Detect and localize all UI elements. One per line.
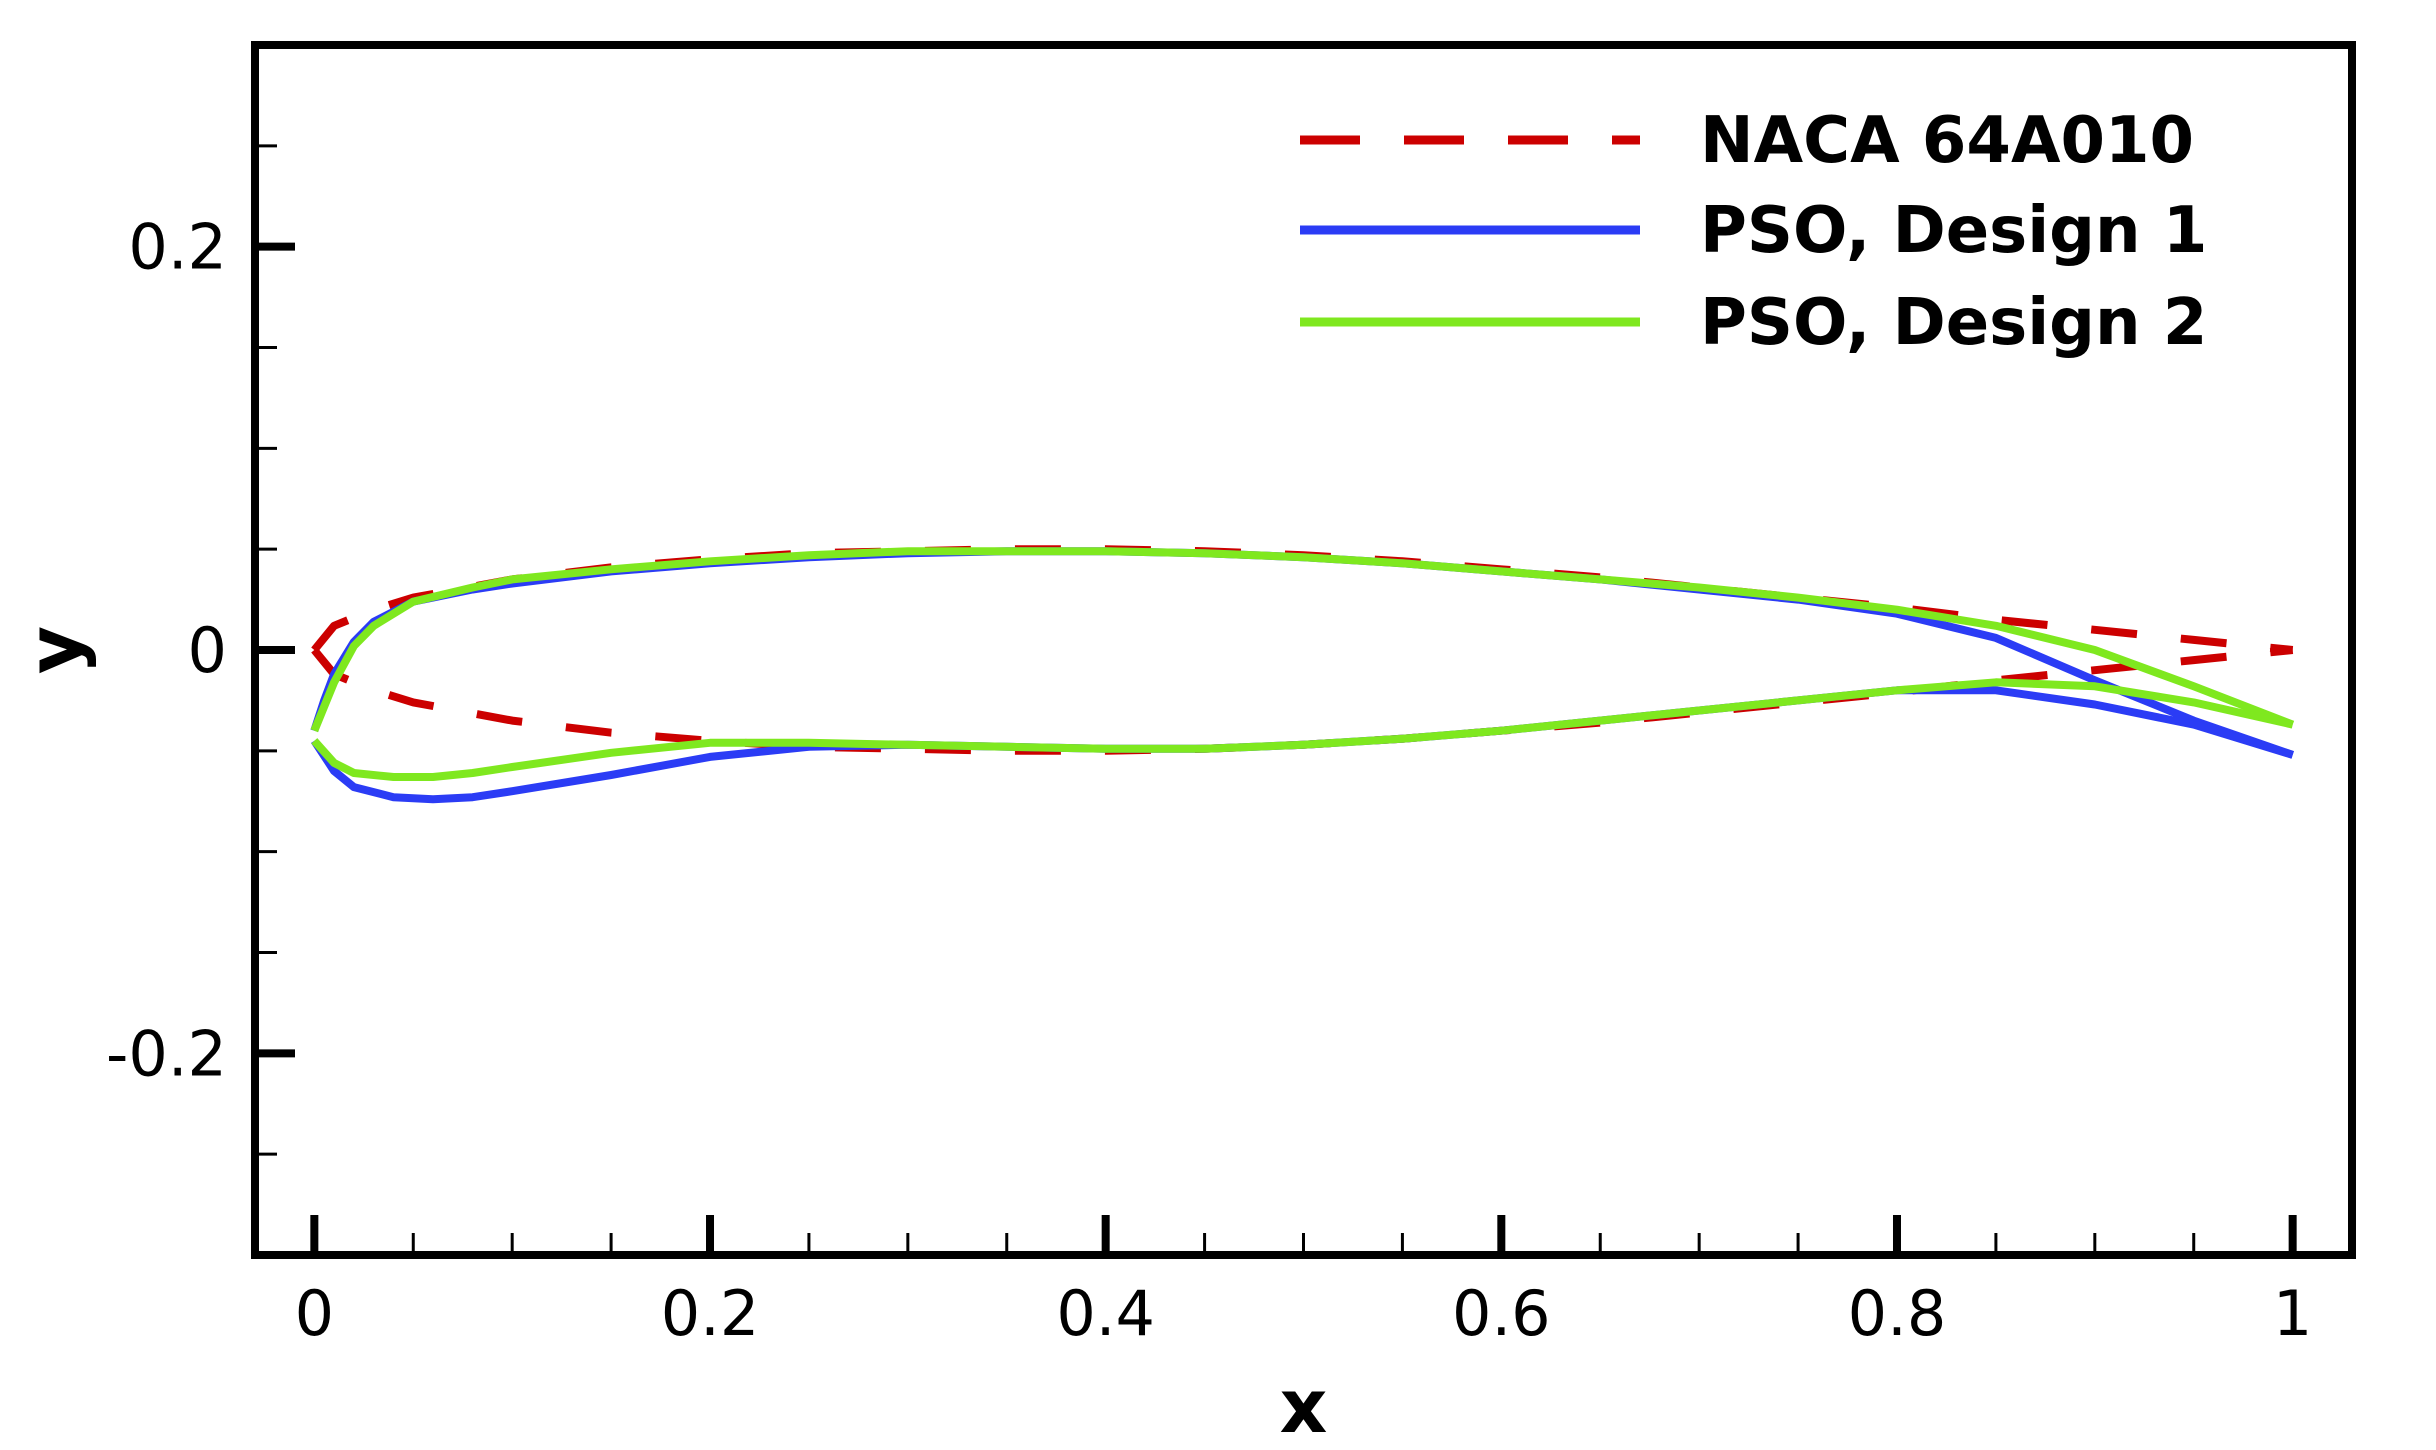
series-line-pso-design-2-upper [310,547,2295,733]
series-line-pso-design-1-upper [310,547,2295,759]
plot-series [310,545,2295,804]
x-tick-label: 0.8 [1848,1277,1947,1350]
x-tick-label: 0 [295,1277,334,1350]
x-tick-label: 0.6 [1452,1277,1551,1350]
x-tick-label: 0.2 [661,1277,760,1350]
y-tick-label: 0.2 [128,211,227,284]
legend-label-naca-64a010: NACA 64A010 [1700,104,2194,178]
series-line-naca-64a010-lower [311,646,2294,755]
legend-label-pso-design-2: PSO, Design 2 [1700,286,2207,360]
series-line-pso-design-2-lower [311,678,2294,781]
y-axis-label: y [12,626,98,674]
legend-label-pso-design-1: PSO, Design 1 [1700,194,2207,268]
y-tick-label: -0.2 [106,1017,227,1090]
legend: NACA 64A010 PSO, Design 1 PSO, Design 2 [1300,104,2207,360]
y-tick-label: 0 [188,614,227,687]
x-tick-label: 1 [2273,1277,2312,1350]
plot-frame [251,41,2356,1259]
tick-labels: 0 0.2 0.4 0.6 0.8 1 -0.2 0 0.2 [106,211,2312,1350]
x-axis-label: x [1280,1364,1328,1450]
x-tick-label: 0.4 [1056,1277,1155,1350]
